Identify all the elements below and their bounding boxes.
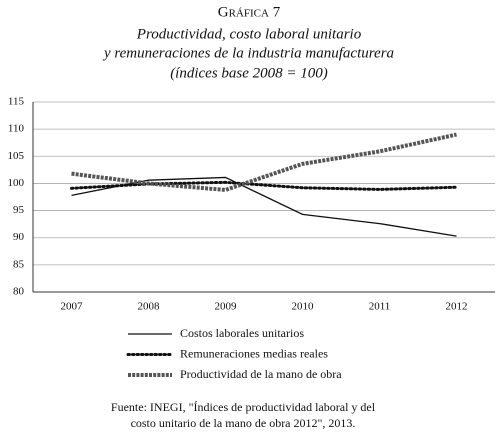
series-line <box>70 180 458 191</box>
chart-title: y remuneraciones de la industria manufac… <box>102 45 394 61</box>
x-tick-label: 2011 <box>369 301 391 313</box>
x-tick-label: 2007 <box>61 301 84 313</box>
source: Fuente: INEGI, "Índices de productividad… <box>111 400 376 414</box>
series-line <box>71 132 457 192</box>
y-tick-label: 115 <box>8 96 25 108</box>
chart-subtitle: (índices base 2008 = 100) <box>170 65 328 81</box>
y-tick-label: 110 <box>8 123 25 135</box>
y-tick-label: 100 <box>8 177 25 189</box>
legend-label: Remuneraciones medias reales <box>180 346 328 360</box>
y-tick-label: 95 <box>13 204 25 216</box>
x-tick-label: 2010 <box>292 301 315 313</box>
legend-label: Productividad de la mano de obra <box>180 367 342 381</box>
y-tick-label: 85 <box>13 258 25 270</box>
y-tick-label: 90 <box>13 231 25 243</box>
chart-label: Gráfica 7 <box>218 4 281 20</box>
legend-label: Costos laborales unitarios <box>180 326 304 340</box>
x-tick-label: 2012 <box>446 301 468 313</box>
source: costo unitario de la mano de obra 2012",… <box>131 416 356 430</box>
x-tick-label: 2008 <box>138 301 161 313</box>
y-tick-label: 80 <box>13 286 25 298</box>
x-tick-label: 2009 <box>215 301 238 313</box>
y-tick-label: 105 <box>8 150 25 162</box>
chart-title: Productividad, costo laboral unitario <box>136 26 362 42</box>
